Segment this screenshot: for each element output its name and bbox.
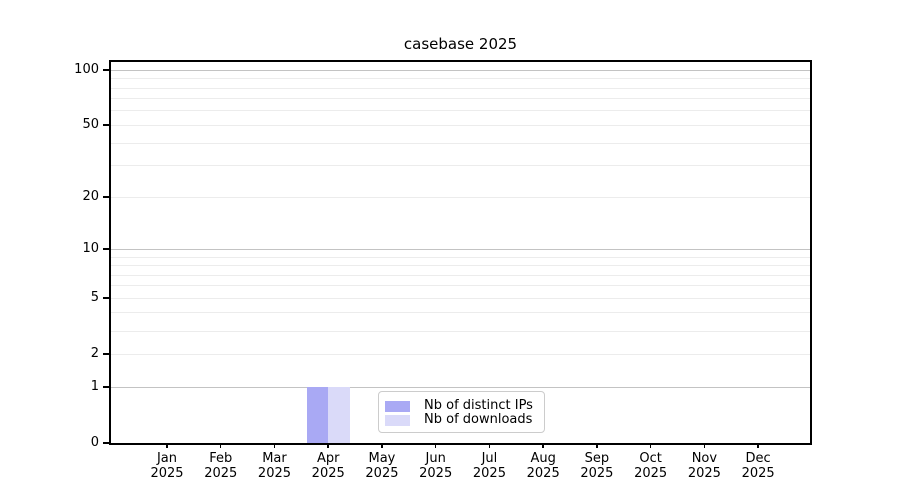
gridline-minor [111,312,810,314]
gridline-minor [111,353,810,355]
legend-label-distinct-ips: Nb of distinct IPs [424,398,533,413]
gridline-minor [111,142,810,144]
x-axis-tick-label: Sep 2025 [580,451,614,481]
x-axis-tick [434,443,437,448]
y-axis-tick-label: 2 [90,346,99,362]
plot-area: Nb of distinct IPs Nb of downloads [109,60,812,445]
x-axis-tick-label: Jun 2025 [419,451,453,481]
x-axis-tick-label: Jul 2025 [472,451,506,481]
x-axis-tick-label: Mar 2025 [257,451,292,481]
gridline-minor [111,274,810,276]
y-axis-tick [103,386,109,388]
x-axis-tick-label: Apr 2025 [311,451,345,481]
gridline-major [111,386,810,388]
x-axis-tick [488,443,491,448]
x-axis-tick-label: Dec 2025 [741,451,775,481]
gridline-minor [111,124,810,126]
bar-nb-of-distinct-ips [306,387,329,443]
gridline-major [111,69,810,71]
y-axis-tick [103,124,109,127]
legend: Nb of distinct IPs Nb of downloads [378,391,545,433]
x-axis-tick [542,443,544,448]
chart-title: casebase 2025 [403,35,518,53]
x-axis-tick [166,443,168,448]
gridline-minor [111,110,810,112]
y-axis-tick [103,69,109,72]
y-axis-tick [103,196,109,199]
y-axis-tick [103,353,109,356]
gridline-minor [111,165,810,167]
y-axis-tick [103,248,109,251]
y-axis-tick [103,442,109,444]
gridline-minor [111,196,810,198]
x-axis-tick [649,443,652,448]
legend-entry-downloads: Nb of downloads [385,413,536,427]
x-axis-tick-label: Jan 2025 [150,451,184,481]
x-axis-tick-label: Feb 2025 [204,451,238,481]
y-axis-tick-label: 5 [90,290,99,306]
gridline-minor [111,78,810,80]
y-axis-tick-label: 10 [82,241,99,257]
legend-swatch-downloads [385,414,410,426]
gridline-minor [111,98,810,100]
y-axis-tick-label: 50 [82,117,99,133]
x-axis-tick [596,443,598,448]
x-axis-tick-label: Nov 2025 [687,451,721,481]
legend-label-downloads: Nb of downloads [424,412,533,427]
x-axis-tick-label: Aug 2025 [526,451,560,481]
legend-entry-distinct-ips: Nb of distinct IPs [385,399,536,413]
bar-nb-of-downloads [328,387,350,443]
y-axis-tick-label: 1 [90,379,99,394]
gridline-minor [111,297,810,299]
x-axis-tick-label: May 2025 [365,451,399,481]
x-axis-tick-label: Oct 2025 [634,451,668,481]
gridline-minor [111,256,810,258]
x-axis-tick [381,443,383,448]
x-axis-tick [703,443,706,448]
gridline-minor [111,87,810,89]
legend-swatch-distinct-ips [385,400,410,412]
y-axis-tick [103,297,109,300]
x-axis-tick [757,443,759,448]
x-axis-tick [327,443,329,448]
gridline-minor [111,265,810,266]
gridline-minor [111,330,810,332]
y-axis-tick-label: 100 [74,62,99,78]
x-axis-tick [219,443,222,448]
y-axis-tick-label: 20 [82,189,99,205]
gridline-minor [111,285,810,287]
gridline-major [111,248,810,250]
x-axis-tick [273,443,276,448]
y-axis-tick-label: 0 [90,435,99,450]
